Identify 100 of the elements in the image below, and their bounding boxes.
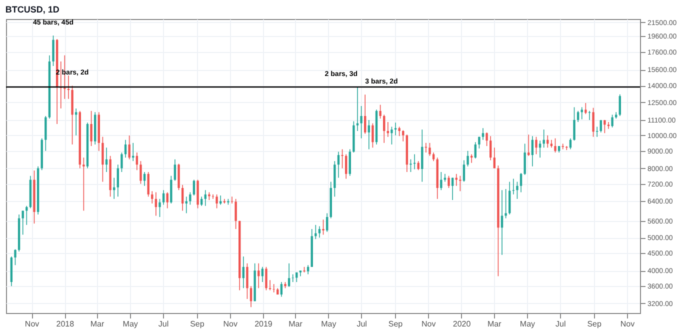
candlestick xyxy=(162,190,165,206)
candlestick xyxy=(524,143,526,176)
candlestick xyxy=(398,126,400,136)
candlestick xyxy=(204,190,206,206)
candlestick xyxy=(459,175,462,192)
candlestick xyxy=(337,151,340,178)
candlestick xyxy=(538,140,542,158)
candlestick xyxy=(158,198,161,218)
candlestick xyxy=(368,120,370,150)
candlestick xyxy=(531,136,534,167)
candlestick xyxy=(268,280,272,291)
candlestick xyxy=(462,160,466,182)
candlestick xyxy=(74,108,78,136)
x-tick-label: Sep xyxy=(388,320,404,328)
candlestick xyxy=(143,172,146,186)
candlestick xyxy=(318,226,321,238)
candlestick xyxy=(535,136,538,155)
candlestick xyxy=(196,179,199,209)
candlestick xyxy=(102,136,104,182)
candlestick xyxy=(528,134,530,156)
candlestick xyxy=(22,210,24,236)
candlestick xyxy=(288,262,290,288)
candlestick xyxy=(500,190,504,256)
candlestick xyxy=(493,147,496,169)
candlestick xyxy=(486,132,488,146)
candlestick xyxy=(230,196,234,204)
candlestick xyxy=(444,174,446,182)
candlestick xyxy=(44,116,47,152)
candlestick xyxy=(379,104,382,120)
candlestick xyxy=(440,172,442,190)
candlestick xyxy=(542,129,545,148)
candlestick xyxy=(219,195,222,206)
candlestick xyxy=(618,94,621,116)
candlestick xyxy=(600,120,602,133)
candlestick xyxy=(185,196,188,214)
candlestick xyxy=(390,126,393,145)
candlestick xyxy=(607,122,610,130)
candlestick xyxy=(344,154,348,180)
candlestick xyxy=(554,138,556,153)
candlestick xyxy=(364,94,366,134)
candlestick xyxy=(189,192,192,206)
x-tick-label: May xyxy=(520,320,536,328)
candlestick xyxy=(234,198,237,230)
candlestick xyxy=(394,122,397,136)
candlestick xyxy=(314,224,317,240)
candlestick xyxy=(466,150,469,167)
x-tick-label: Jul xyxy=(158,320,169,328)
candlestick xyxy=(326,212,328,232)
candlestick xyxy=(90,110,92,146)
candlestick xyxy=(573,106,576,141)
x-tick-label: Nov xyxy=(223,320,238,328)
candlestick xyxy=(181,184,184,212)
candlestick xyxy=(166,192,168,209)
candlestick xyxy=(562,143,564,150)
chart-title: BTCUSD, 1D xyxy=(5,4,60,14)
candlestick xyxy=(451,177,454,200)
candlestick xyxy=(322,219,324,236)
candlestick xyxy=(410,158,412,172)
candlestick xyxy=(520,172,522,193)
candlestick xyxy=(584,102,587,114)
candlestick xyxy=(455,174,458,186)
candlestick xyxy=(306,264,310,275)
candlestick xyxy=(178,163,180,190)
candlestick xyxy=(334,160,336,198)
candlestick xyxy=(474,142,476,159)
x-tick-label: 2018 xyxy=(56,320,75,328)
x-tick-label: May xyxy=(122,320,138,328)
x-tick-label: Nov xyxy=(24,320,40,328)
candlestick xyxy=(417,160,420,171)
candlestick xyxy=(140,160,142,184)
candlestick xyxy=(428,142,431,156)
candlestick xyxy=(383,114,386,144)
x-tick-label: Mar xyxy=(90,320,104,328)
candlestick xyxy=(504,188,507,219)
candlestick xyxy=(212,194,214,200)
candlestick xyxy=(360,106,362,139)
candlestick xyxy=(490,136,492,161)
candlestick xyxy=(611,114,614,128)
candlestick xyxy=(128,135,130,160)
candlestick xyxy=(588,110,591,120)
candlestick xyxy=(250,286,252,308)
candlestick xyxy=(372,122,374,148)
candlestick xyxy=(14,248,16,266)
candlestick xyxy=(508,181,511,215)
candlestick xyxy=(261,266,264,282)
candlestick xyxy=(120,152,123,172)
x-tick-label: Nov xyxy=(422,320,436,328)
candlestick xyxy=(592,107,594,138)
x-tick-label: Sep xyxy=(587,320,602,328)
candlestick xyxy=(174,158,176,182)
candlestick xyxy=(448,175,450,188)
x-tick-label: Jul xyxy=(356,320,368,328)
candlestick xyxy=(246,262,248,300)
candlestick xyxy=(192,179,196,196)
candlestick xyxy=(604,120,606,134)
candlestick xyxy=(421,129,424,182)
x-tick-label: Sep xyxy=(190,320,205,328)
candlestick xyxy=(580,106,583,120)
x-tick-label: 2020 xyxy=(452,320,472,328)
candlestick xyxy=(82,157,85,212)
